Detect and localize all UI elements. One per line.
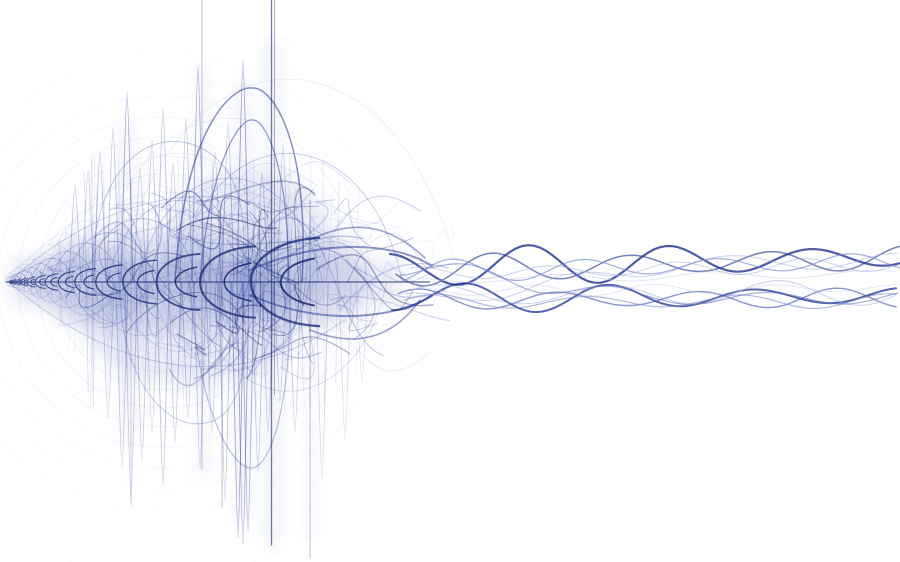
tangle-layer: [3, 0, 460, 559]
waves-layer: [388, 244, 900, 314]
